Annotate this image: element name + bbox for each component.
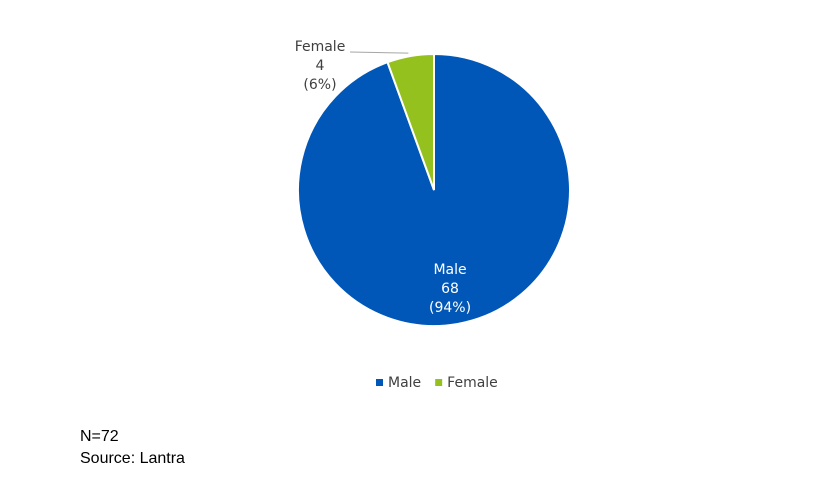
data-label: (94%) xyxy=(429,300,471,316)
leader-line xyxy=(349,51,409,54)
data-label: Male xyxy=(433,262,466,278)
legend-label: Female xyxy=(447,375,498,391)
note: N=72 xyxy=(80,428,119,445)
note: Source: Lantra xyxy=(80,450,185,467)
legend-label: Male xyxy=(388,375,421,391)
legend-swatch xyxy=(435,379,443,386)
data-label: 4 xyxy=(316,58,325,74)
chart: Male 68 (94%) Female 4 (6%) Male Female xyxy=(295,39,571,391)
legend-swatch xyxy=(376,379,383,386)
data-label: 68 xyxy=(441,281,459,297)
data-label: Female xyxy=(295,39,346,55)
pie-slice xyxy=(386,52,435,191)
data-label: (6%) xyxy=(303,77,336,93)
